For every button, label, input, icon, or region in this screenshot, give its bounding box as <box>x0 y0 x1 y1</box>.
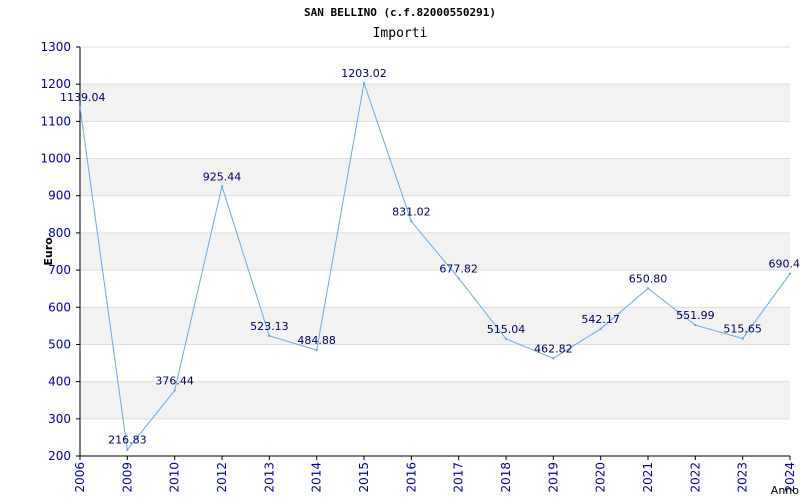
data-point <box>741 337 744 340</box>
y-tick-label: 1000 <box>40 152 71 166</box>
x-tick-label: 2019 <box>546 462 560 493</box>
x-tick-label: 2013 <box>262 462 276 493</box>
data-point <box>315 348 318 352</box>
data-point <box>268 334 271 338</box>
x-tick-label: 2020 <box>594 462 608 493</box>
x-tick-label: 2018 <box>499 462 513 493</box>
series-line <box>79 82 791 451</box>
x-tick-label: 2022 <box>688 462 702 493</box>
x-axis-label: Anno <box>771 484 799 497</box>
x-tick-label: 2006 <box>73 462 87 493</box>
data-label: 925.44 <box>203 170 242 183</box>
data-point <box>173 389 176 392</box>
x-tick-label: 2021 <box>641 462 655 493</box>
x-tick-label: 2009 <box>120 462 134 493</box>
data-point <box>646 287 650 290</box>
data-label: 1203.02 <box>341 67 387 80</box>
data-label: 677.82 <box>439 262 478 275</box>
data-point <box>504 337 508 341</box>
x-tick-label: 2010 <box>168 462 182 493</box>
data-label: 462.82 <box>534 342 573 355</box>
data-label: 376.44 <box>155 374 194 387</box>
y-tick-label: 200 <box>48 449 71 463</box>
y-tick-label: 1100 <box>40 114 71 128</box>
y-tick-label: 900 <box>48 189 71 203</box>
data-label: 1139.04 <box>60 91 106 104</box>
chart-subtitle: Importi <box>372 26 428 41</box>
x-tick-label: 2015 <box>357 462 371 493</box>
data-point <box>410 220 413 223</box>
x-tick-label: 2017 <box>452 462 466 493</box>
y-tick-label: 1200 <box>40 77 71 91</box>
data-point <box>788 272 792 275</box>
data-label: 515.04 <box>487 323 526 336</box>
chart-title: SAN BELLINO (c.f.82000550291) <box>303 6 497 19</box>
grid-band <box>80 381 790 419</box>
data-label: 484.88 <box>297 334 336 347</box>
y-tick-label: 600 <box>48 300 71 314</box>
y-tick-label: 1300 <box>40 40 71 54</box>
grid-band <box>80 84 790 122</box>
data-label: 831.02 <box>392 205 431 218</box>
x-tick-label: 2012 <box>215 462 229 493</box>
y-tick-label: 400 <box>48 375 71 389</box>
x-tick-label: 2023 <box>736 462 750 493</box>
data-label: 515.65 <box>723 323 762 336</box>
data-label: 216.83 <box>108 434 147 447</box>
data-point <box>457 277 460 280</box>
data-point <box>362 81 366 85</box>
data-point <box>552 357 555 360</box>
data-point <box>599 327 602 330</box>
y-tick-label: 800 <box>48 226 71 240</box>
x-tick-label: 2024 <box>783 462 797 493</box>
y-tick-label: 500 <box>48 337 71 351</box>
x-tick-label: 2016 <box>404 462 418 493</box>
y-tick-label: 300 <box>48 412 71 426</box>
data-point <box>78 105 82 109</box>
grid-band <box>80 307 790 345</box>
data-label: 690.4 <box>769 258 800 271</box>
y-tick-label: 700 <box>48 263 71 277</box>
data-label: 542.17 <box>581 313 620 326</box>
grid-band <box>80 158 790 196</box>
y-axis-label: Euro <box>42 237 55 266</box>
data-label: 650.80 <box>629 272 668 285</box>
grid-band <box>80 232 790 271</box>
x-tick-label: 2014 <box>310 462 324 493</box>
data-label: 523.13 <box>250 320 289 333</box>
data-point <box>220 185 224 188</box>
data-point <box>694 323 697 327</box>
data-label: 551.99 <box>676 309 715 322</box>
data-point <box>126 448 129 451</box>
